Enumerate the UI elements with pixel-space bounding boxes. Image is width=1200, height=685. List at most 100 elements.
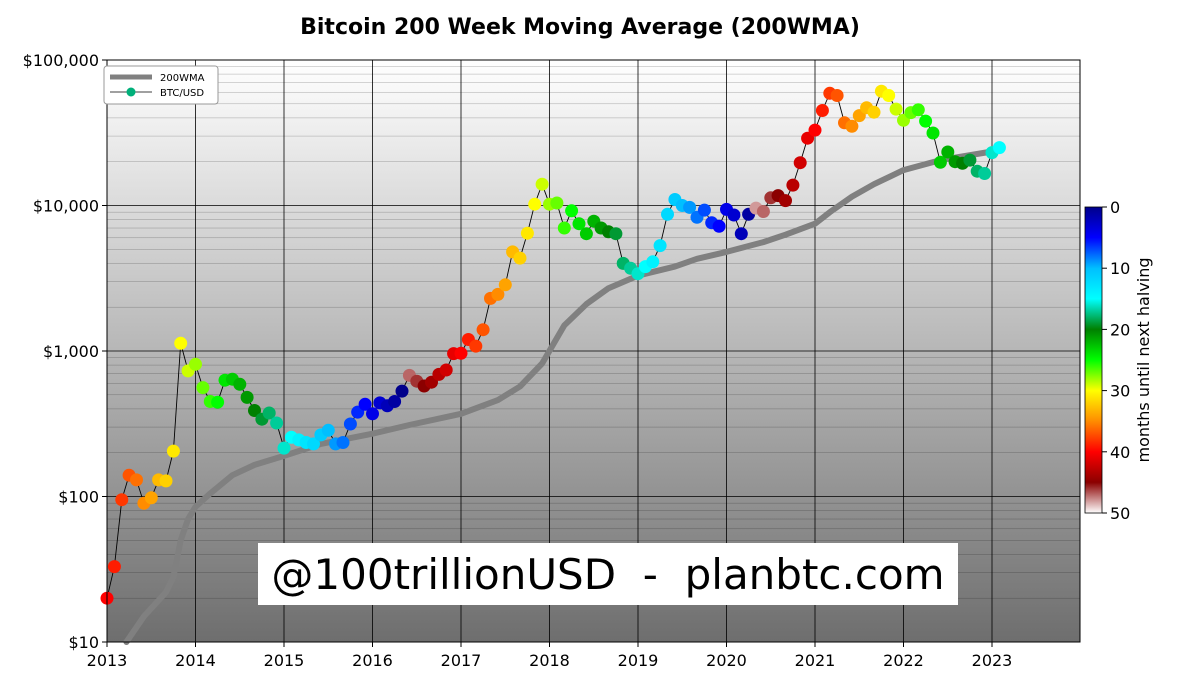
btc-point	[270, 416, 284, 430]
btc-point	[786, 178, 800, 192]
legend-wma-label: 200WMA	[160, 73, 205, 84]
btc-point	[159, 474, 173, 488]
colorbar-tick-label: 40	[1110, 443, 1130, 462]
btc-point	[476, 323, 490, 337]
btc-point	[107, 560, 121, 574]
y-tick-label: $10,000	[33, 197, 99, 216]
btc-point	[233, 377, 247, 391]
x-tick-label: 2020	[706, 651, 747, 670]
btc-point	[166, 444, 180, 458]
y-tick-label: $10	[68, 633, 99, 652]
btc-point	[609, 227, 623, 241]
btc-point	[491, 287, 505, 301]
watermark-box	[258, 543, 958, 605]
colorbar-label: months until next halving	[1134, 257, 1153, 462]
btc-point	[115, 493, 129, 507]
btc-point	[307, 437, 320, 451]
btc-point	[978, 167, 992, 180]
x-tick-label: 2019	[618, 651, 659, 670]
btc-point	[513, 251, 527, 265]
x-tick-label: 2016	[352, 651, 393, 670]
btc-point	[439, 363, 453, 377]
btc-point	[144, 491, 158, 505]
btc-point	[277, 441, 291, 455]
btc-point	[174, 336, 188, 350]
axes: 2013 2014 2015 2016 2017 2018 2019 2020 2021 2022…	[23, 51, 1013, 670]
btc-point	[919, 114, 933, 128]
y-tick-label: $100	[58, 488, 99, 507]
x-tick-label: 2023	[972, 651, 1013, 670]
btc-point	[498, 278, 512, 292]
watermark: @100trillionUSD - planbtc.com	[258, 543, 958, 605]
btc-point	[336, 436, 350, 449]
btc-point	[248, 404, 261, 417]
btc-point	[889, 102, 903, 116]
btc-point	[579, 227, 593, 241]
btc-point	[189, 357, 202, 371]
btc-point	[963, 153, 977, 167]
btc-point	[535, 177, 549, 191]
btc-point	[683, 200, 697, 214]
btc-point	[211, 395, 225, 409]
btc-point	[734, 227, 748, 241]
colorbar: months until next halving 0 10 20 30 40 50	[1084, 198, 1153, 523]
btc-point	[653, 239, 667, 253]
btc-point	[661, 207, 674, 221]
btc-point	[882, 89, 896, 102]
y-tick-label: $100,000	[23, 51, 99, 70]
btc-point	[756, 205, 770, 218]
btc-point	[343, 417, 357, 431]
btc-point	[557, 221, 571, 235]
btc-point	[933, 155, 947, 169]
btc-point	[727, 208, 741, 222]
btc-point	[911, 103, 925, 117]
chart-title: Bitcoin 200 Week Moving Average (200WMA)	[300, 15, 860, 40]
colorbar-tick-label: 0	[1110, 198, 1120, 217]
btc-point	[926, 126, 940, 140]
btc-point	[941, 145, 955, 159]
btc-point	[395, 384, 409, 398]
colorbar-tick-label: 20	[1110, 320, 1130, 339]
btc-point	[646, 255, 660, 269]
btc-point	[321, 423, 335, 437]
btc-usd-series	[100, 84, 1006, 605]
x-tick-label: 2013	[87, 651, 128, 670]
btc-point	[550, 196, 564, 210]
colorbar-tick-label: 50	[1110, 504, 1130, 523]
btc-point	[454, 346, 468, 360]
y-tick-label: $1,000	[43, 342, 99, 361]
btc-point	[240, 390, 254, 404]
colorbar-tick-label: 10	[1110, 259, 1130, 278]
btc-point	[358, 397, 372, 411]
btc-point	[565, 204, 579, 218]
btc-point	[262, 406, 276, 420]
btc-point	[712, 219, 726, 233]
btc-point	[520, 226, 534, 240]
btc-point	[469, 339, 483, 353]
x-tick-label: 2017	[441, 651, 482, 670]
colorbar-tick-label: 30	[1110, 382, 1130, 401]
x-tick-label: 2021	[795, 651, 836, 670]
btc-point	[697, 203, 711, 217]
legend-btc-marker	[126, 87, 136, 97]
colorbar-gradient	[1084, 206, 1103, 514]
btc-point	[196, 381, 210, 395]
x-tick-label: 2022	[883, 651, 924, 670]
btc-point	[808, 123, 822, 137]
btc-point	[572, 217, 586, 231]
btc-point	[793, 156, 807, 170]
x-tick-label: 2018	[529, 651, 570, 670]
x-tick-label: 2014	[175, 651, 216, 670]
legend-btc-label: BTC/USD	[160, 88, 204, 99]
btc-point	[845, 119, 859, 133]
btc-point	[130, 473, 143, 487]
btc-point	[779, 194, 792, 208]
btc-point	[992, 141, 1006, 155]
wma-line	[123, 147, 1003, 645]
btc-point	[830, 89, 844, 102]
btc-point	[528, 197, 542, 211]
wma-series	[123, 147, 1003, 645]
watermark-text: @100trillionUSD - planbtc.com	[271, 550, 944, 599]
x-tick-label: 2015	[264, 651, 305, 670]
